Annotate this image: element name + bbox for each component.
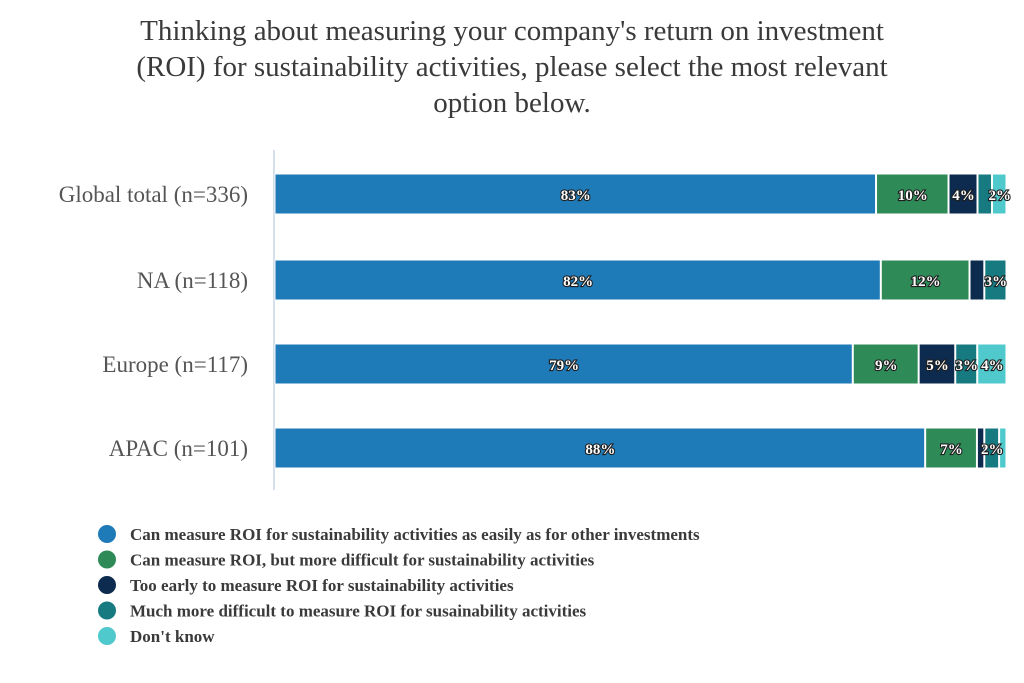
data-label: 7% — [940, 442, 963, 458]
legend: Can measure ROI for sustainability activ… — [98, 525, 700, 646]
legend-marker — [98, 550, 116, 569]
bar-segment — [984, 259, 1007, 301]
data-label: 12% — [911, 274, 941, 290]
title-line: option below. — [433, 87, 591, 119]
legend-marker — [98, 601, 116, 620]
bar-segment — [977, 343, 1007, 385]
bar-segment — [274, 259, 881, 301]
category-label: Europe (n=117) — [102, 352, 248, 377]
legend-label: Don't know — [130, 627, 215, 646]
chart-title: Thinking about measuring your company's … — [136, 15, 887, 119]
title-line: (ROI) for sustainability activities, ple… — [136, 51, 887, 83]
category-label: APAC (n=101) — [109, 436, 248, 461]
data-label: 2% — [981, 442, 1004, 458]
data-label: 88% — [585, 442, 615, 458]
bar-segment — [977, 173, 993, 215]
data-label: 9% — [875, 358, 898, 374]
data-label: 4% — [952, 188, 975, 204]
bars — [274, 173, 1007, 469]
data-label: 5% — [926, 358, 949, 374]
data-label: 2% — [989, 188, 1012, 204]
data-label: 10% — [898, 188, 928, 204]
bar-segment — [976, 427, 985, 469]
bar-segment — [948, 173, 978, 215]
bar-segment — [992, 173, 1007, 215]
legend-marker — [98, 525, 116, 543]
bar-segment — [274, 343, 853, 385]
bar-segment — [918, 343, 956, 385]
bar-data-labels: 83% 10% 4% 2%82% 12% 3%79% 9% 5% 3% 4%88% 7% 2% — [548, 187, 1012, 459]
data-label: 82% — [563, 274, 593, 290]
legend-marker — [98, 627, 116, 645]
title-line: Thinking about measuring your company's … — [140, 15, 884, 47]
bar-segment — [969, 259, 985, 301]
bar-segment — [274, 427, 926, 469]
data-label: 3% — [955, 358, 978, 374]
legend-label: Much more difficult to measure ROI for s… — [130, 602, 587, 621]
legend-marker — [98, 576, 116, 594]
category-labels: Global total (n=336) NA (n=118) Europe (n=… — [59, 182, 248, 461]
category-label: NA (n=118) — [137, 268, 248, 293]
bar-segment — [925, 427, 977, 469]
bar-segment — [852, 343, 919, 385]
legend-label: Can measure ROI, but more difficult for … — [130, 551, 595, 570]
bar-segment — [274, 173, 877, 215]
bar-segment — [999, 427, 1007, 469]
category-label: Global total (n=336) — [59, 182, 248, 207]
data-label: 83% — [561, 188, 591, 204]
bar-segment — [880, 259, 970, 301]
bar-segment — [876, 173, 949, 215]
legend-label: Too early to measure ROI for sustainabil… — [130, 576, 514, 595]
data-label: 4% — [981, 358, 1004, 374]
bar-segment — [984, 427, 1000, 469]
data-label: 3% — [985, 274, 1008, 290]
bar-segment — [955, 343, 978, 385]
data-label: 79% — [549, 358, 579, 374]
legend-label: Can measure ROI for sustainability activ… — [130, 525, 700, 544]
